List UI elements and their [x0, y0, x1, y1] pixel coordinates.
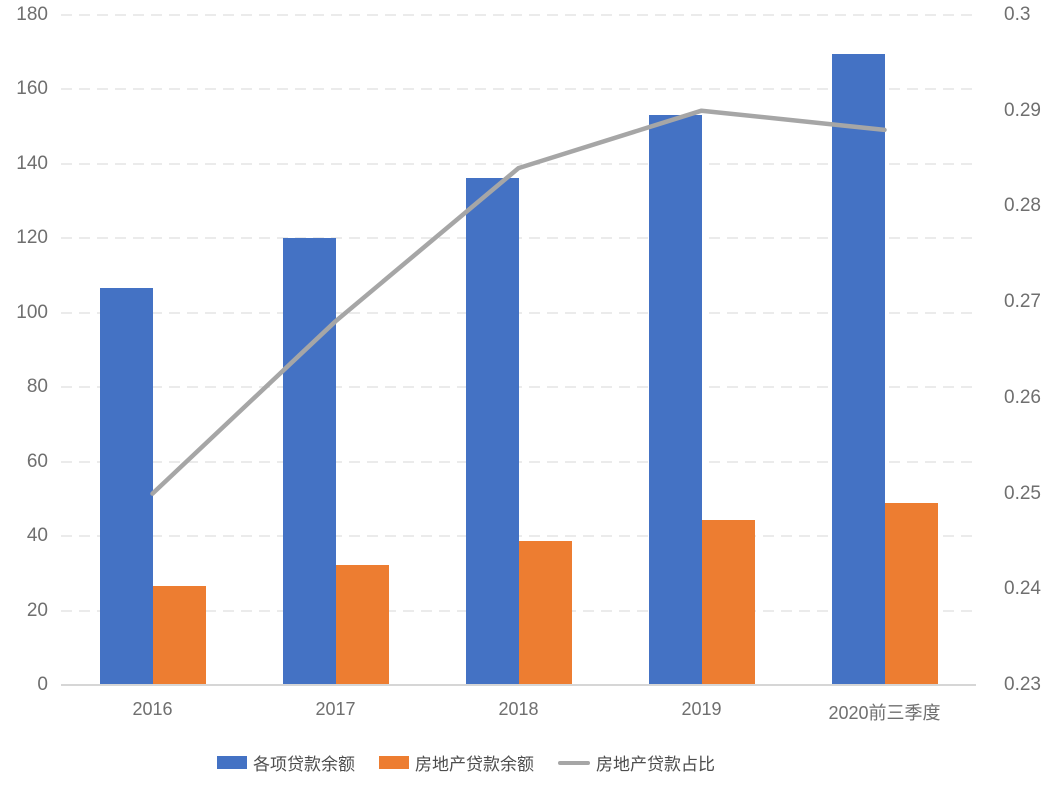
- x-axis-line: [61, 684, 976, 686]
- ratio-line: [150, 108, 887, 496]
- right-axis-tick: 0.26: [1004, 386, 1041, 408]
- x-axis-label-2020前三季度: 2020前三季度: [828, 703, 941, 723]
- gridline: [61, 386, 976, 389]
- gridline: [61, 162, 976, 165]
- right-axis-tick: 0.3: [1004, 4, 1031, 25]
- gridline: [61, 311, 976, 314]
- legend-label: 房地产贷款占比: [596, 755, 715, 774]
- right-axis-tick: 0.23: [1004, 674, 1041, 695]
- right-axis-tick: 0.24: [1004, 578, 1041, 600]
- left-axis-tick: 80: [26, 376, 48, 398]
- bar-realestate-loans-2017: [335, 565, 389, 685]
- left-axis-tick: 60: [26, 450, 48, 472]
- bar-total-loans-2018: [465, 177, 519, 685]
- x-axis-label-2019: 2019: [681, 699, 722, 719]
- left-axis-tick: 40: [26, 525, 48, 547]
- legend: 各项贷款余额 房地产贷款余额 房地产贷款占比: [217, 750, 715, 775]
- left-axis-tick: 180: [16, 4, 48, 25]
- bar-realestate-loans-2019: [701, 519, 755, 685]
- ratio-line-layer: [150, 108, 887, 496]
- bar-total-loans-2019: [648, 115, 702, 685]
- x-axis-label-2017: 2017: [315, 699, 356, 719]
- bar-realestate-loans-2020前三季度: [884, 503, 938, 685]
- bar-total-loans-2016: [99, 288, 153, 685]
- legend-label: 房地产贷款余额: [415, 755, 534, 774]
- left-axis-tick: 0: [37, 674, 48, 695]
- legend-swatch-line-icon: [558, 760, 590, 765]
- left-axis-tick: 160: [16, 78, 48, 100]
- legend-item-1[interactable]: 房地产贷款余额: [379, 750, 534, 775]
- x-axis-label-2018: 2018: [498, 699, 539, 719]
- gridline: [61, 535, 976, 538]
- gridline: [61, 14, 976, 16]
- bar-total-loans-2020前三季度: [831, 54, 885, 685]
- legend-item-2[interactable]: 房地产贷款占比: [558, 750, 715, 775]
- x-axis-label-2016: 2016: [132, 699, 173, 719]
- legend-label: 各项贷款余额: [253, 755, 355, 774]
- left-axis-tick: 100: [16, 301, 48, 323]
- gridline: [61, 88, 976, 91]
- left-axis-tick: 140: [16, 152, 48, 174]
- bar-realestate-loans-2016: [152, 585, 206, 685]
- right-axis-tick: 0.25: [1004, 482, 1041, 504]
- bar-realestate-loans-2018: [518, 540, 572, 685]
- bar-total-loans-2017: [282, 237, 336, 685]
- left-axis-tick: 120: [16, 227, 48, 249]
- gridline: [61, 460, 976, 463]
- right-axis-tick: 0.29: [1004, 99, 1041, 121]
- plot-area: [61, 14, 976, 686]
- legend-item-0[interactable]: 各项贷款余额: [217, 750, 355, 775]
- legend-swatch-bar-icon: [379, 756, 409, 769]
- right-axis-tick: 0.28: [1004, 195, 1041, 217]
- right-axis-tick: 0.27: [1004, 291, 1041, 313]
- gridline: [61, 237, 976, 240]
- left-axis-tick: 20: [26, 599, 48, 621]
- legend-swatch-bar-icon: [217, 756, 247, 769]
